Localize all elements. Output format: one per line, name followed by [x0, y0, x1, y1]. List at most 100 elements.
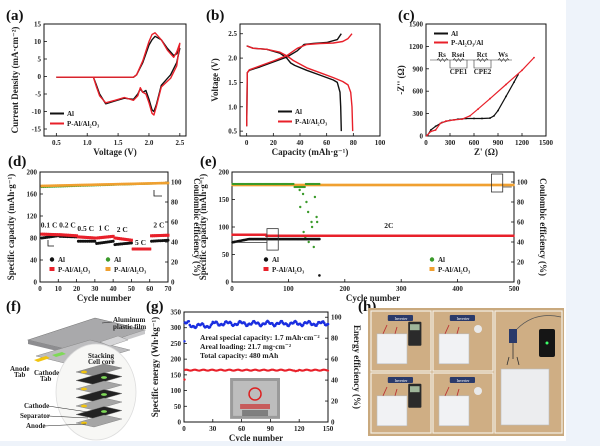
data-point-al-capacity — [93, 239, 97, 243]
data-point-p-al-al2o3-capacity — [69, 233, 73, 237]
y-tick-label: -5 — [35, 91, 41, 99]
data-point-p-al2o3-al — [461, 118, 463, 121]
data-point-p-al-al2o3-ce — [142, 182, 146, 185]
rate-label: 2 C — [153, 221, 164, 230]
y-tick-label: 150 — [171, 371, 182, 379]
data-point-p-al-al2o3-capacity — [118, 237, 122, 241]
inverter-label: Inverter — [457, 316, 470, 321]
inverter-label: Inverter — [395, 316, 408, 321]
data-point-p-al-al2o3-ce — [73, 183, 77, 187]
x-tick-label: 1200 — [515, 139, 530, 147]
data-point-p-al-al2o3-capacity — [51, 233, 55, 237]
data-point-p-al-al2o3-capacity — [67, 233, 71, 237]
stack-layer — [75, 397, 123, 411]
data-point-p-al-al2o3-ce — [104, 183, 108, 186]
data-point-p-al-al2o3-capacity — [144, 247, 148, 251]
data-point-p-al-al2o3-ce — [137, 182, 141, 185]
data-point-p-al-al2o3-ce — [126, 182, 130, 186]
x-axis-label: Capacity (mAh·g⁻¹) — [272, 147, 349, 157]
data-point-p-al2o3-al — [439, 122, 442, 125]
data-point-p-al-al2o3-ce — [55, 184, 58, 187]
data-point-p-al-al2o3-capacity — [64, 233, 68, 237]
data-point-p-al-al2o3-ce — [40, 184, 44, 188]
x-tick-label: 100 — [283, 285, 294, 293]
legend-p-al-al2o3-capacity-label: P-Al/Al₂O₃ — [58, 266, 90, 274]
y-tick-label: 100 — [171, 387, 182, 395]
y-tick-label: 150 — [219, 196, 230, 204]
y-tick-label: 100 — [219, 224, 230, 232]
data-point-al — [497, 109, 499, 112]
data-point-p-al-al2o3-capacity — [166, 233, 170, 237]
data-point-p-al-al2o3-capacity — [65, 233, 69, 237]
y-tick-label: -10 — [32, 108, 42, 116]
data-point-p-al2o3-al — [453, 119, 455, 121]
label-cathode: Cathode — [24, 402, 49, 410]
y2-axis-label: Energy efficiency (%) — [352, 325, 362, 409]
circuit-label: Rsei — [452, 51, 465, 59]
data-point-p-al-al2o3-capacity — [58, 233, 62, 237]
data-point-p-al-al2o3-ce — [166, 181, 170, 185]
stack-layer — [75, 372, 123, 385]
y2-tick-label: 0 — [331, 419, 335, 427]
data-point-p-al-al2o3-capacity — [45, 232, 49, 236]
x-axis-label: Voltage (V) — [93, 147, 136, 157]
y2-tick-label: 100 — [331, 314, 342, 322]
x-tick-label: 120 — [294, 425, 305, 433]
stack-layer — [75, 414, 123, 428]
data-point-p-al-al2o3-ce — [56, 184, 60, 187]
x-tick-label: 80 — [350, 139, 358, 147]
data-point-al — [493, 114, 495, 117]
data-point-p-al-al2o3-ce — [42, 184, 45, 188]
clip-lead-icon — [382, 324, 398, 334]
bulb-icon — [474, 325, 482, 333]
panel-label-c: (c) — [398, 8, 415, 24]
label-anode-tab: Anode — [10, 365, 29, 373]
y-tick-label: 200 — [27, 169, 38, 177]
y-tick-label: 40 — [30, 257, 38, 265]
stack-layer — [75, 363, 123, 377]
circuit-label: CPE1 — [450, 68, 468, 76]
y-axis-label: Specific capacity (mAh·g⁻¹) — [6, 174, 16, 280]
data-point-p-al-al2o3-ce — [122, 182, 126, 186]
data-point-al-ce-outlier — [298, 188, 301, 192]
clip-lead-icon — [444, 324, 460, 334]
y2-axis-label: Coulombic efficiency (%) — [538, 178, 548, 276]
data-point-p-al-al2o3-capacity — [512, 234, 515, 237]
wire-icon — [506, 343, 520, 366]
legend-al-capacity-marker — [263, 257, 269, 262]
x-tick-label: 500 — [509, 285, 520, 293]
data-point-p-al-al2o3-ce — [80, 183, 84, 187]
legend-p-al-al2o3-ce-label: P-Al/Al₂O₃ — [438, 266, 470, 274]
y-tick-label: -15 — [32, 126, 42, 134]
data-point-p-al-al2o3-ce — [95, 183, 98, 186]
data-point-p-al-al2o3-ce — [150, 182, 153, 185]
data-point-al-ce-outlier — [299, 205, 302, 209]
plot-frame — [39, 171, 169, 283]
data-point-p-al-al2o3-ce — [62, 184, 66, 187]
data-point-al-ce-outlier — [305, 200, 308, 204]
film-fold — [99, 335, 129, 347]
data-point-p-al-al2o3-ce — [66, 184, 69, 187]
data-point-p-al-al2o3-ce — [64, 184, 67, 187]
data-point-energy-efficiency — [187, 319, 191, 323]
circuit-label: Rct — [477, 51, 488, 59]
data-point-p-al-al2o3-capacity — [129, 238, 133, 242]
data-point-al — [505, 95, 507, 98]
photo-3: Inverter — [370, 372, 432, 434]
leader-line — [47, 415, 89, 419]
label-cell-core: Cell core — [88, 358, 115, 366]
data-point-al — [481, 117, 483, 120]
legend-al-ce-label: Al — [438, 256, 445, 264]
y-tick-label: 0 — [420, 133, 424, 141]
y-axis-label: Specific energy (Wh·kg⁻¹) — [150, 317, 160, 417]
data-point-p-al-al2o3-ce — [108, 183, 111, 186]
leader-line — [101, 321, 113, 324]
data-point-p-al-al2o3-ce — [124, 182, 128, 186]
data-point-p-al-al2o3-ce — [93, 183, 97, 187]
y2-tick-label: 0 — [517, 279, 521, 287]
data-point-energy-efficiency — [326, 322, 330, 326]
data-point-p-al-al2o3-capacity — [82, 235, 86, 239]
anode-tab-marker — [81, 387, 87, 391]
data-point-al-ce-outlier — [313, 195, 317, 199]
series-line-p-al-al2o3 — [56, 32, 181, 116]
